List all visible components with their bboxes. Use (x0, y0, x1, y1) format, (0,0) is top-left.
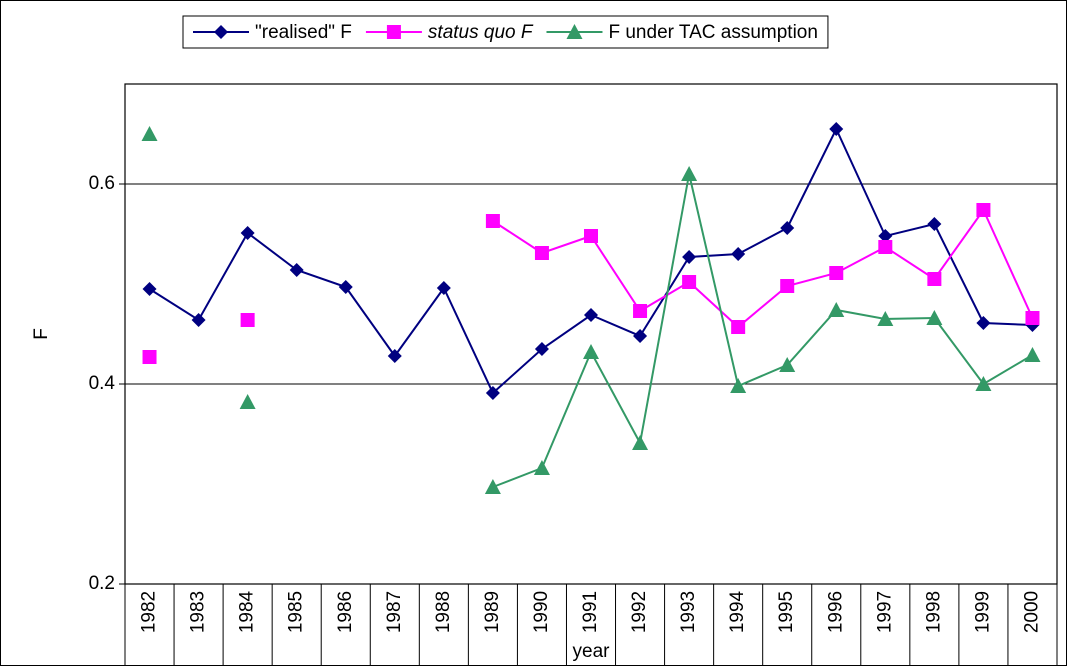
x-tick-label: 1991 (580, 591, 601, 633)
x-axis-title: year (573, 641, 611, 662)
point (1025, 311, 1040, 325)
point (436, 281, 451, 295)
point (731, 320, 746, 334)
x-tick-label: 1994 (727, 590, 748, 633)
point (387, 349, 402, 363)
point (828, 302, 845, 317)
x-tick-label: 1982 (139, 591, 160, 633)
point (877, 311, 894, 326)
legend-box (182, 15, 829, 49)
point (289, 263, 304, 277)
x-tick-label: 1987 (384, 591, 405, 633)
x-tick-label: 1984 (237, 590, 258, 633)
legend-label: F under TAC assumption (608, 22, 817, 43)
point (926, 310, 943, 325)
point (191, 313, 206, 327)
point (829, 122, 844, 136)
x-tick-label: 1999 (972, 591, 993, 633)
point (779, 357, 796, 372)
point (338, 280, 353, 294)
x-tick-label: 1989 (482, 591, 503, 633)
point (927, 272, 942, 286)
point (681, 166, 698, 181)
point (584, 308, 598, 322)
point (780, 221, 795, 235)
point (141, 126, 158, 141)
point (731, 247, 746, 261)
x-tick-label: 1986 (335, 591, 356, 633)
point (682, 275, 697, 289)
point (976, 316, 991, 330)
x-tick-label: 1998 (923, 591, 944, 633)
point (878, 229, 893, 243)
x-tick-label: 1983 (188, 591, 209, 633)
point (485, 386, 500, 400)
legend-label: "realised" F (255, 22, 352, 43)
y-tick-label: 0.2 (89, 573, 115, 594)
point (829, 266, 844, 280)
plot-border (124, 83, 1058, 585)
point (975, 376, 992, 391)
point (633, 304, 648, 318)
x-tick-label: 1995 (776, 591, 797, 633)
y-tick-label: 0.4 (89, 373, 116, 394)
legend-label: status quo F (428, 22, 534, 43)
point (1024, 347, 1041, 362)
x-tick-label: 2000 (1021, 591, 1042, 633)
point (484, 479, 501, 494)
legend: "realised" F status quo F F under TAC assu… (182, 15, 829, 49)
series-line (492, 173, 1033, 488)
point (927, 217, 942, 231)
y-axis-title: F (31, 328, 52, 340)
legend-marker (214, 25, 228, 39)
legend-marker (386, 25, 401, 39)
x-tick-label: 1996 (825, 591, 846, 633)
point (240, 226, 255, 240)
point (730, 378, 747, 393)
point (878, 240, 893, 254)
point (534, 342, 549, 356)
y-tick-label: 0.6 (89, 173, 115, 194)
point (583, 344, 599, 359)
point (584, 229, 598, 243)
point (240, 313, 255, 327)
x-tick-label: 1988 (433, 591, 454, 633)
point (142, 282, 157, 296)
x-tick-label: 1990 (531, 591, 552, 633)
point (632, 435, 649, 450)
x-tick-label: 1997 (874, 591, 895, 633)
legend-marker (566, 24, 583, 39)
series-line (492, 208, 1034, 329)
point (633, 329, 648, 343)
point (534, 246, 549, 260)
point (142, 350, 157, 364)
point (533, 460, 550, 475)
x-tick-label: 1985 (286, 591, 307, 633)
x-tick-label: 1992 (629, 591, 650, 633)
point (485, 214, 500, 228)
point (682, 250, 697, 264)
x-tick-label: 1993 (678, 591, 699, 633)
plot-area (125, 84, 1057, 584)
point (976, 203, 991, 217)
point (780, 279, 795, 293)
point (239, 394, 256, 409)
